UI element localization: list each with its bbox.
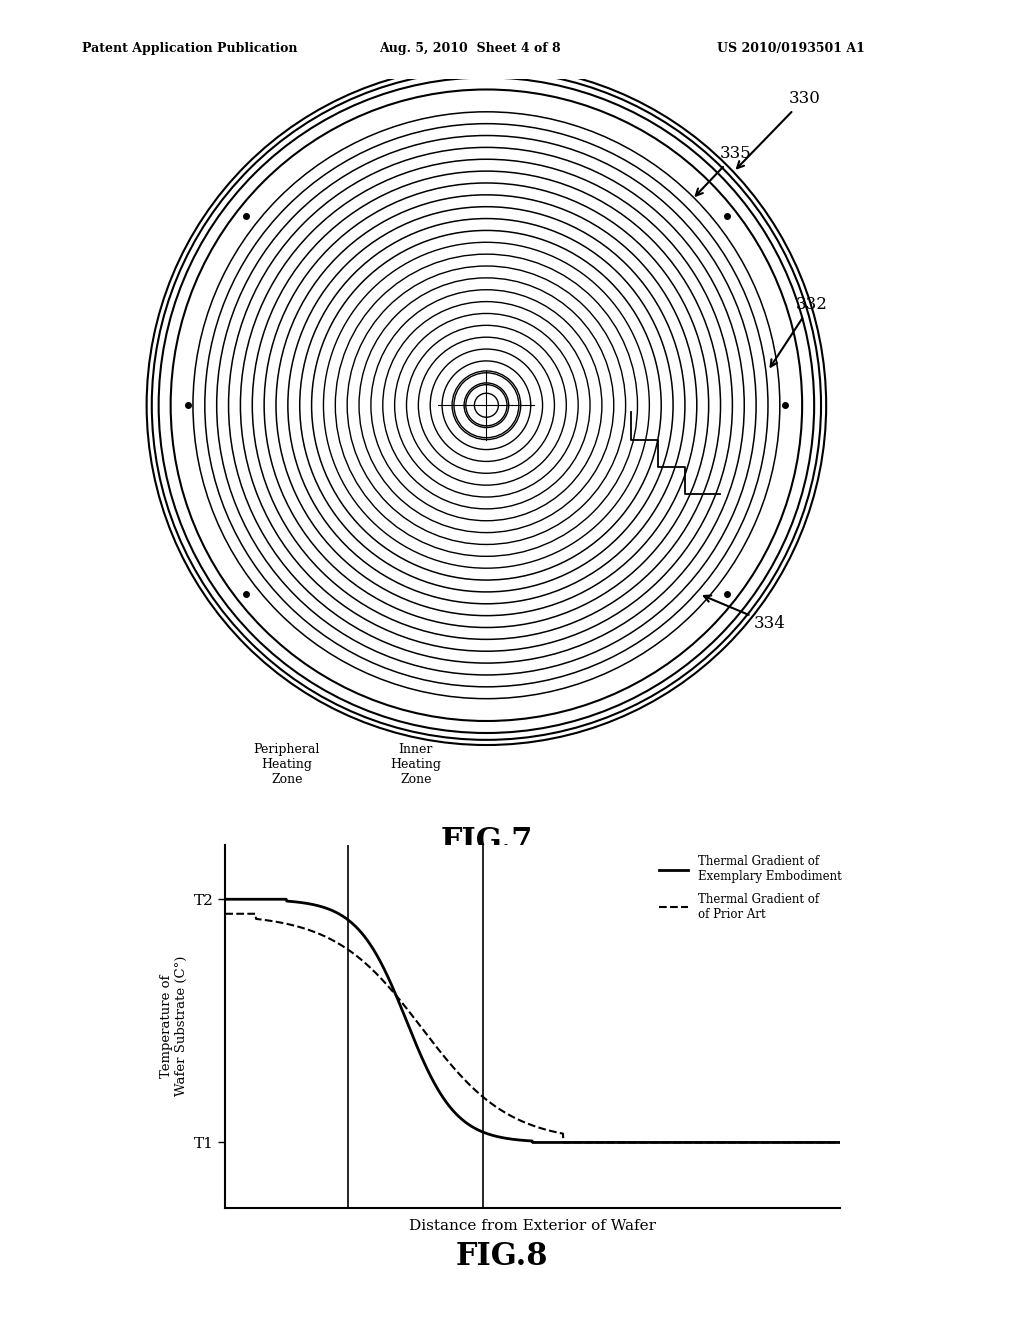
- Text: 335: 335: [696, 145, 752, 195]
- Text: US 2010/0193501 A1: US 2010/0193501 A1: [717, 42, 864, 55]
- Y-axis label: Temperature of
Wafer Substrate (C°): Temperature of Wafer Substrate (C°): [160, 956, 188, 1097]
- Text: Peripheral
Heating
Zone: Peripheral Heating Zone: [254, 743, 319, 787]
- X-axis label: Distance from Exterior of Wafer: Distance from Exterior of Wafer: [409, 1218, 656, 1233]
- Text: Inner
Heating
Zone: Inner Heating Zone: [390, 743, 441, 787]
- Text: 334: 334: [703, 595, 786, 632]
- Text: FIG.8: FIG.8: [456, 1241, 548, 1272]
- Text: 332: 332: [771, 296, 827, 367]
- Text: Patent Application Publication: Patent Application Publication: [82, 42, 297, 55]
- Text: 330: 330: [737, 90, 820, 168]
- Legend: Thermal Gradient of
Exemplary Embodiment, Thermal Gradient of
of Prior Art: Thermal Gradient of Exemplary Embodiment…: [654, 850, 846, 925]
- Text: Aug. 5, 2010  Sheet 4 of 8: Aug. 5, 2010 Sheet 4 of 8: [379, 42, 560, 55]
- Text: FIG.7: FIG.7: [440, 825, 532, 857]
